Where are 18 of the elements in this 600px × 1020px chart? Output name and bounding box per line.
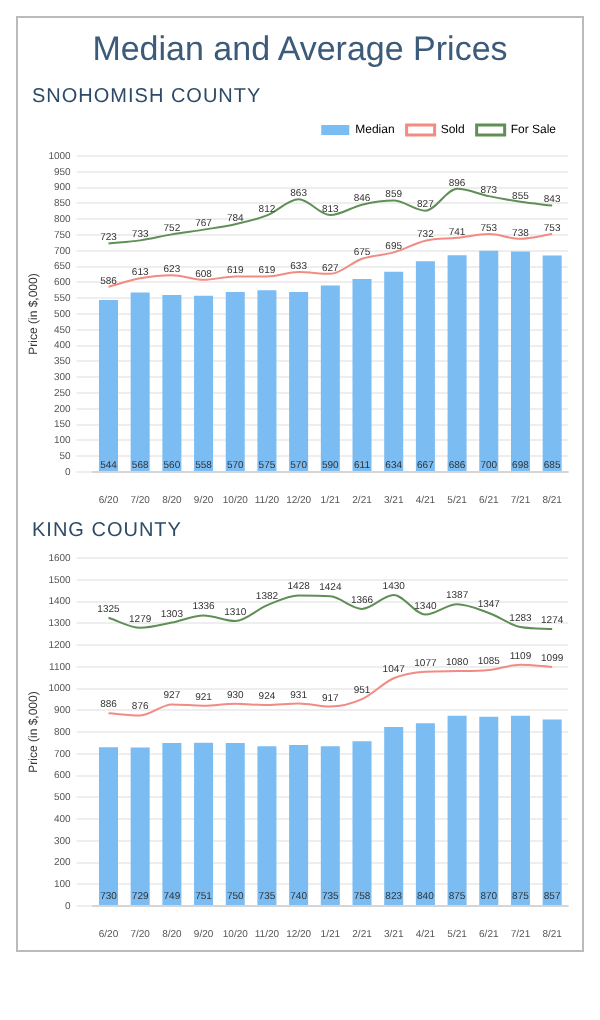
bar <box>98 300 118 471</box>
bar <box>415 261 435 471</box>
chart-subtitle: SNOHOMISH COUNTY <box>32 86 264 108</box>
bar <box>510 251 530 471</box>
bar <box>257 290 277 471</box>
bar <box>479 250 499 471</box>
bar <box>194 295 214 471</box>
bar <box>352 278 372 471</box>
chart-title: Median and Average Prices <box>90 30 510 70</box>
bar <box>542 255 562 471</box>
bar <box>225 291 245 471</box>
bar <box>384 271 404 471</box>
bar <box>320 285 340 471</box>
bar <box>130 292 150 471</box>
bar <box>162 295 182 471</box>
bar <box>289 291 309 471</box>
bar <box>447 255 467 471</box>
chart-subtitle: KING COUNTY <box>32 520 184 542</box>
